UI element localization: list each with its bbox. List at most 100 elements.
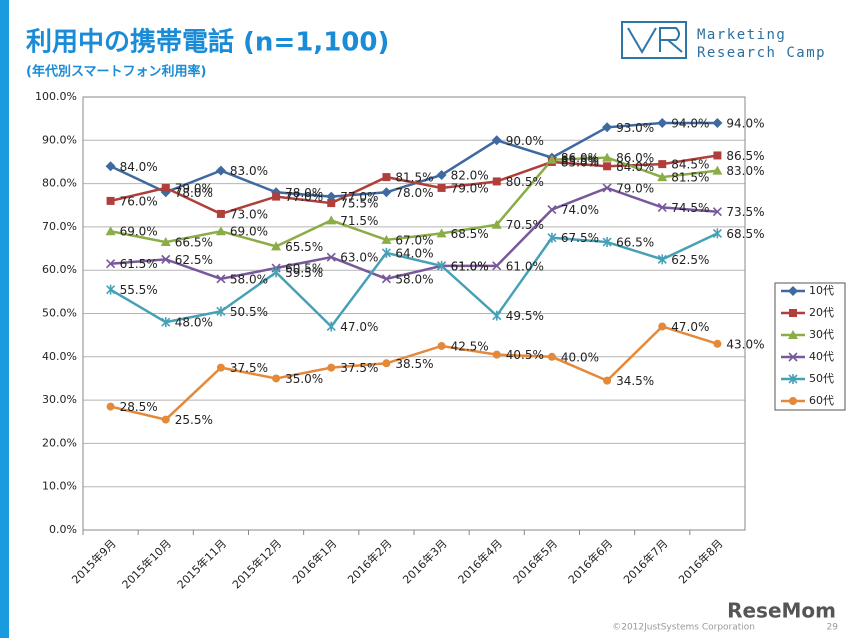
marker <box>327 199 336 208</box>
series-line <box>110 154 718 216</box>
data-label: 85.0% <box>561 155 599 169</box>
marker <box>712 165 723 175</box>
marker <box>657 117 668 128</box>
data-label: 84.0% <box>120 160 158 174</box>
marker <box>712 228 722 239</box>
data-label: 47.0% <box>671 320 709 334</box>
data-label: 66.5% <box>616 236 654 250</box>
marker <box>712 117 723 128</box>
data-label: 73.0% <box>230 207 268 221</box>
marker <box>326 215 337 225</box>
marker <box>106 284 116 295</box>
data-label: 55.5% <box>120 283 158 297</box>
subtitle: (年代別スマートフォン利用率) <box>26 64 207 80</box>
y-tick-label: 90.0% <box>42 133 77 146</box>
data-label: 86.0% <box>616 151 654 165</box>
data-label: 43.0% <box>726 337 764 351</box>
marker <box>657 202 667 212</box>
data-label: 81.5% <box>671 171 709 185</box>
legend-label: 10代 <box>809 284 834 297</box>
marker <box>327 363 336 372</box>
data-label: 86.0% <box>561 151 599 165</box>
y-tick-label: 80.0% <box>42 177 77 190</box>
data-label: 83.0% <box>726 164 764 178</box>
marker <box>161 317 171 328</box>
y-tick-label: 40.0% <box>42 350 77 363</box>
data-label: 94.0% <box>726 116 764 130</box>
marker <box>381 187 392 198</box>
data-label: 40.0% <box>561 350 599 364</box>
marker <box>271 241 282 251</box>
data-label: 78.0% <box>285 186 323 200</box>
marker <box>658 322 667 331</box>
series-line <box>110 156 718 248</box>
data-label: 25.5% <box>175 413 213 427</box>
data-label: 47.0% <box>340 320 378 334</box>
marker <box>216 209 225 218</box>
data-label: 66.5% <box>175 236 213 250</box>
data-label: 50.5% <box>230 305 268 319</box>
logo-text: Research Camp <box>697 45 826 61</box>
marker <box>160 237 171 247</box>
marker <box>437 341 446 350</box>
data-label: 71.5% <box>340 214 378 228</box>
data-label: 59.5% <box>285 266 323 280</box>
data-label: 61.5% <box>120 257 158 271</box>
y-tick-label: 30.0% <box>42 393 77 406</box>
data-label: 58.0% <box>395 272 433 286</box>
data-label: 84.0% <box>616 160 654 174</box>
marker <box>382 173 391 182</box>
marker <box>105 161 116 172</box>
marker <box>437 260 447 271</box>
marker <box>381 247 391 258</box>
data-label: 82.0% <box>451 168 489 182</box>
marker <box>161 254 171 264</box>
data-label: 85.5% <box>561 153 599 167</box>
data-label: 62.5% <box>175 253 213 267</box>
data-label: 77.0% <box>340 190 378 204</box>
marker <box>713 339 722 348</box>
legend-box <box>774 282 846 411</box>
footer: ©2012JustSystems Corporation <box>612 623 755 633</box>
marker <box>788 330 798 339</box>
marker <box>436 169 447 180</box>
data-label: 61.0% <box>451 259 489 273</box>
data-label: 64.0% <box>395 246 433 260</box>
data-label: 80.5% <box>506 175 544 189</box>
data-label: 61.0% <box>506 259 544 273</box>
marker <box>657 254 667 265</box>
marker <box>492 310 502 321</box>
legend-label: 60代 <box>809 394 834 407</box>
marker <box>381 234 392 244</box>
legend-label: 20代 <box>809 306 834 319</box>
data-label: 73.5% <box>726 205 764 219</box>
marker <box>788 286 798 296</box>
legend-label: 50代 <box>809 372 834 385</box>
data-label: 68.5% <box>726 227 764 241</box>
y-tick-label: 60.0% <box>42 263 77 276</box>
marker <box>492 177 501 186</box>
data-label: 70.5% <box>506 218 544 232</box>
data-label: 90.0% <box>506 134 544 148</box>
data-label: 79.0% <box>175 181 213 195</box>
series-line <box>110 186 718 281</box>
logo-box <box>621 21 687 59</box>
data-label: 42.5% <box>451 339 489 353</box>
marker <box>106 196 115 205</box>
marker <box>602 183 612 193</box>
marker <box>712 207 722 217</box>
marker <box>106 259 116 269</box>
series-line <box>110 325 718 421</box>
marker <box>161 415 170 424</box>
data-label: 67.5% <box>561 231 599 245</box>
data-label: 74.0% <box>561 203 599 217</box>
marker <box>216 274 226 284</box>
data-label: 48.0% <box>175 316 213 330</box>
logo-mark <box>627 27 683 54</box>
marker <box>492 261 502 271</box>
marker <box>713 151 722 160</box>
data-label: 37.5% <box>340 361 378 375</box>
data-label: 81.5% <box>395 171 433 185</box>
